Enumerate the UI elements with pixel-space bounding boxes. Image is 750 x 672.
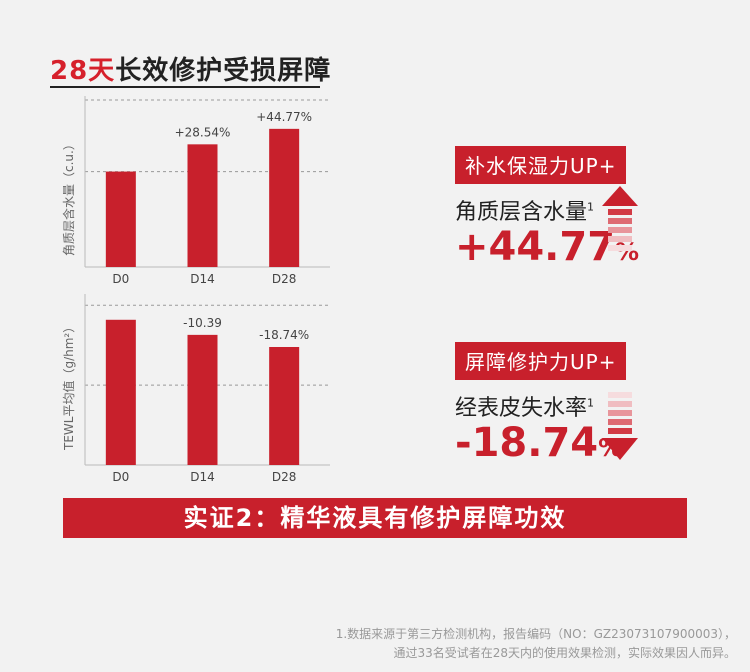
barrier-metric-label: 经表皮失水率1	[455, 390, 626, 422]
tewl-data-label: -10.39	[183, 316, 222, 330]
moisture-bar	[105, 171, 136, 267]
conclusion-banner: 实证2：精华液具有修护屏障功效	[63, 498, 687, 538]
tewl-data-label: -18.74%	[259, 328, 309, 342]
tewl-bar	[105, 319, 136, 465]
hydration-value-number: +44.77	[455, 224, 616, 270]
tewl-y-axis-label: TEWL平均值（g/hm²）	[62, 320, 76, 450]
tewl-x-tick-label: D28	[272, 470, 297, 484]
tewl-bar	[269, 346, 300, 465]
arrow-up-icon	[602, 186, 638, 251]
footnote-line-2: 通过33名受试者在28天内的使用效果检测，实际效果因人而异。	[393, 646, 736, 660]
moisture-x-tick-label: D28	[272, 272, 297, 286]
title-accent: 28天	[50, 56, 116, 86]
barrier-panel: 屏障修护力UP+ 经表皮失水率1 -18.74%	[455, 342, 627, 466]
hydration-footnote-ref: 1	[587, 200, 595, 214]
moisture-y-axis-label: 角质层含水量（c.u.）	[62, 138, 76, 256]
tewl-bar	[187, 334, 218, 465]
title-text: 长效修护受损屏障	[115, 56, 332, 86]
footnote: 1.数据来源于第三方检测机构，报告编码（NO：GZ23073107900003）…	[336, 625, 736, 663]
moisture-x-tick-label: D0	[112, 272, 129, 286]
hydration-metric-name: 角质层含水量	[455, 200, 588, 225]
hydration-metric-value: +44.77%	[455, 224, 639, 270]
moisture-data-label: +28.54%	[175, 125, 231, 139]
moisture-chart-svg: D0 D14 +28.54% D28 +44.77%	[84, 96, 330, 286]
barrier-tag: 屏障修护力UP+	[455, 342, 627, 380]
page-title: 28天长效修护受损屏障	[50, 50, 331, 87]
hydration-value-pct: %	[615, 238, 640, 266]
moisture-bar	[187, 144, 218, 267]
barrier-footnote-ref: 1	[587, 396, 595, 410]
title-underline	[50, 86, 320, 88]
hydration-metric-label: 角质层含水量1	[455, 194, 639, 226]
barrier-value-number: -18.74	[455, 420, 599, 466]
barrier-metric-name: 经表皮失水率	[455, 396, 588, 421]
tewl-x-tick-label: D0	[112, 470, 129, 484]
moisture-data-label: +44.77%	[256, 110, 312, 124]
moisture-x-tick-label: D14	[190, 272, 215, 286]
footnote-line-1: 1.数据来源于第三方检测机构，报告编码（NO：GZ23073107900003）…	[335, 627, 736, 641]
hydration-tag: 补水保湿力UP+	[455, 146, 627, 184]
arrow-down-icon	[602, 392, 638, 460]
tewl-chart-svg: D0 D14 -10.39 D28 -18.74%	[84, 294, 330, 484]
tewl-x-tick-label: D14	[190, 470, 215, 484]
moisture-bar	[269, 128, 300, 267]
moisture-bar-chart: D0 D14 +28.54% D28 +44.77% 角质层含水量（c.u.）	[50, 92, 350, 292]
hydration-panel: 补水保湿力UP+ 角质层含水量1 +44.77%	[455, 146, 639, 270]
tewl-bar-chart: D0 D14 -10.39 D28 -18.74% TEWL平均值（g/hm²）	[50, 290, 350, 490]
